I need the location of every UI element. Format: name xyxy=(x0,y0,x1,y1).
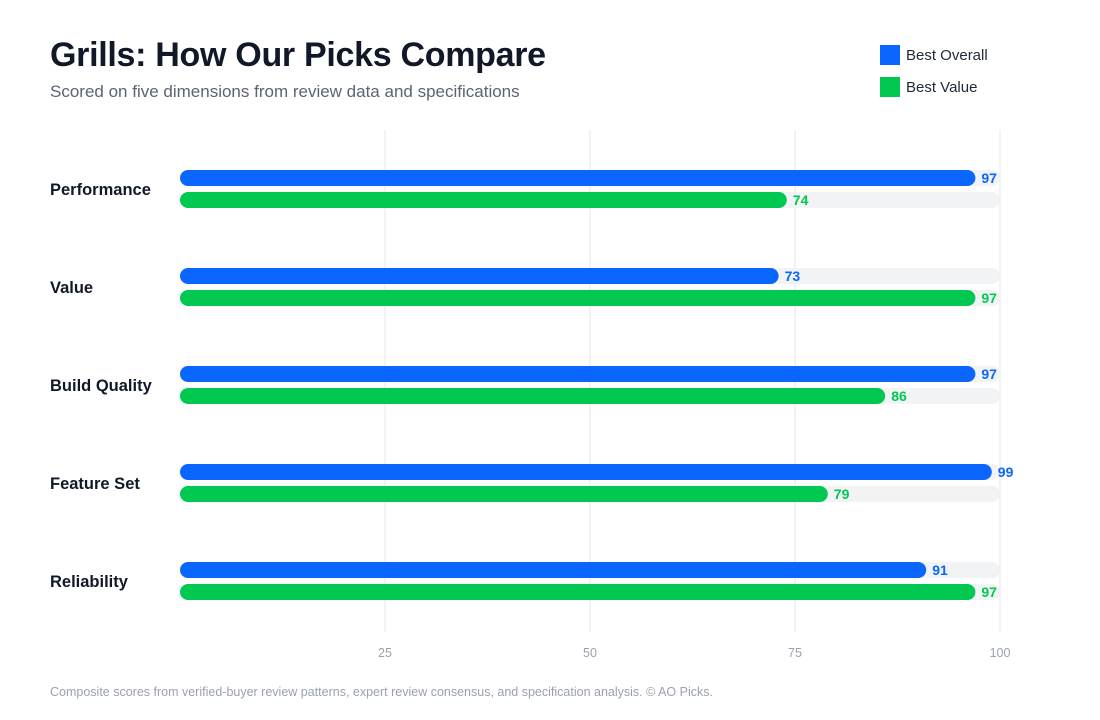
legend-item-best-value: Best Value xyxy=(880,77,988,97)
x-tick-label-75: 75 xyxy=(788,646,802,660)
bar-value-best-value xyxy=(180,290,976,306)
legend-swatch-best-value xyxy=(880,77,900,97)
bar-feature-set-best-overall xyxy=(180,464,992,480)
legend-label-best-value: Best Value xyxy=(906,78,978,96)
bar-reliability-best-value xyxy=(180,584,976,600)
category-label-reliability: Reliability xyxy=(50,573,129,591)
chart-subtitle: Scored on five dimensions from review da… xyxy=(50,82,520,101)
footnote: Composite scores from verified-buyer rev… xyxy=(50,685,713,699)
value-label-value-best-value: 97 xyxy=(981,290,997,306)
legend-label-best-overall: Best Overall xyxy=(906,46,988,64)
value-label-performance-best-value: 74 xyxy=(793,192,809,208)
x-tick-label-50: 50 xyxy=(583,646,597,660)
bar-build-quality-best-value xyxy=(180,388,886,404)
value-label-feature-set-best-overall: 99 xyxy=(998,464,1014,480)
bar-performance-best-value xyxy=(180,192,787,208)
x-tick-label-25: 25 xyxy=(378,646,392,660)
bar-reliability-best-overall xyxy=(180,562,927,578)
value-label-build-quality-best-value: 86 xyxy=(891,388,907,404)
category-label-feature-set: Feature Set xyxy=(50,475,140,493)
category-label-build-quality: Build Quality xyxy=(50,377,153,395)
legend: Best Overall Best Value xyxy=(880,45,988,109)
bar-feature-set-best-value xyxy=(180,486,828,502)
value-label-performance-best-overall: 97 xyxy=(981,170,997,186)
legend-item-best-overall: Best Overall xyxy=(880,45,988,65)
bar-build-quality-best-overall xyxy=(180,366,976,382)
chart-title: Grills: How Our Picks Compare xyxy=(50,36,546,74)
bar-value-best-overall xyxy=(180,268,779,284)
value-label-feature-set-best-value: 79 xyxy=(834,486,850,502)
value-label-value-best-overall: 73 xyxy=(785,268,801,284)
value-label-reliability-best-overall: 91 xyxy=(932,562,948,578)
legend-swatch-best-overall xyxy=(880,45,900,65)
value-label-build-quality-best-overall: 97 xyxy=(981,366,997,382)
x-tick-label-100: 100 xyxy=(990,646,1011,660)
value-label-reliability-best-value: 97 xyxy=(981,584,997,600)
category-label-value: Value xyxy=(50,279,93,297)
category-label-performance: Performance xyxy=(50,181,151,199)
bar-performance-best-overall xyxy=(180,170,976,186)
